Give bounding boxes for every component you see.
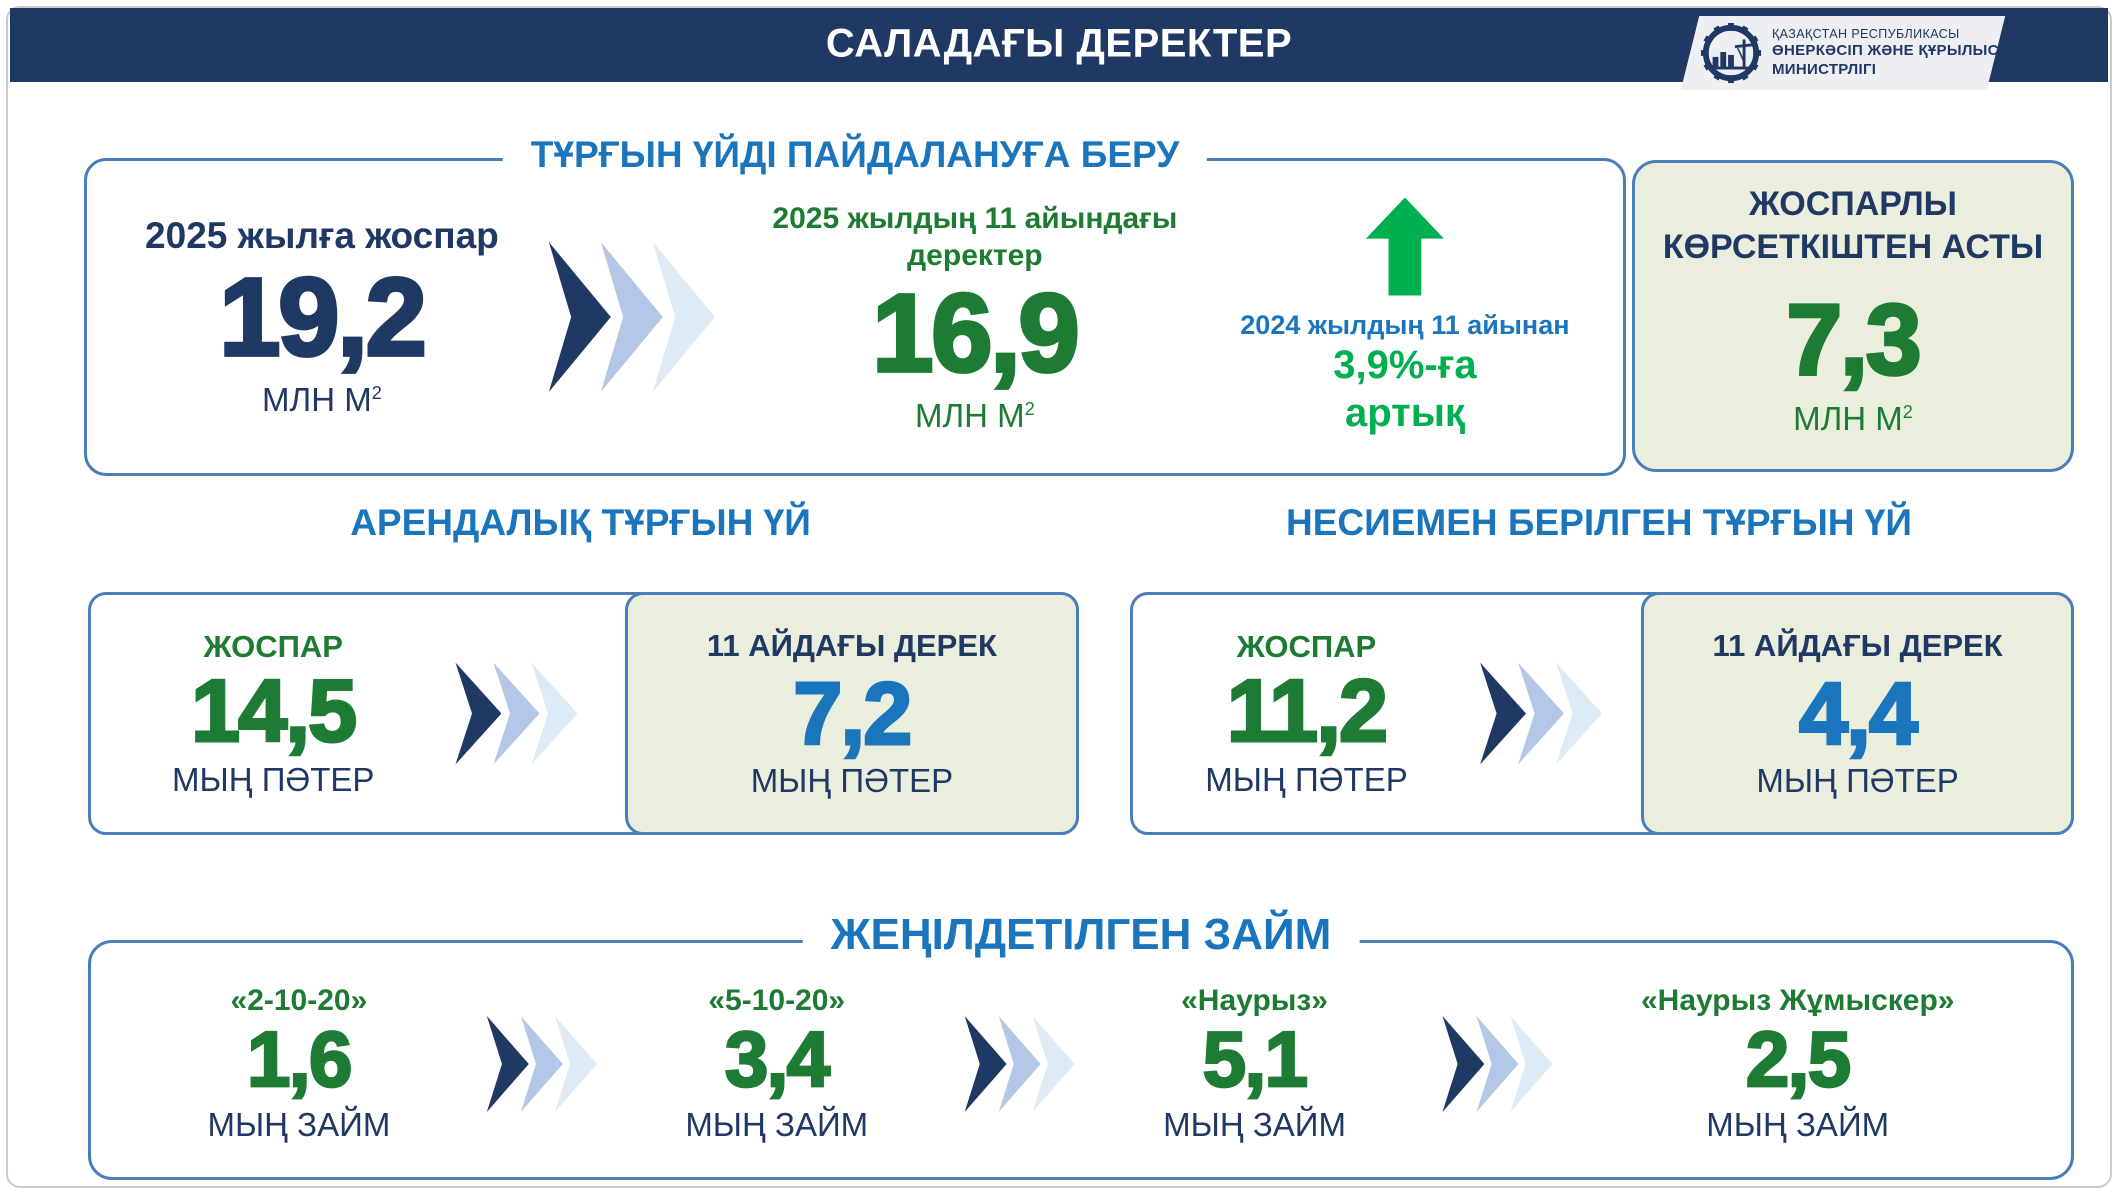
housing-result-unit: МЛН М2	[1793, 400, 1913, 437]
credit-plan-value: 11,2	[1225, 660, 1389, 760]
housing-fact-label: 2025 жылдың 11 айындағы деректер	[772, 201, 1178, 273]
housing-result-card: ЖОСПАРЛЫ КӨРСЕТКІШТЕН АСТЫ 7,3 МЛН М2	[1632, 160, 2074, 472]
loan-stat: «Наурыз Жұмыскер» 2,5 МЫҢ ЗАЙМ	[1641, 984, 1955, 1144]
chevron-arrow-icon	[548, 242, 715, 392]
rental-card: ЖОСПАР 14,5 МЫҢ ПӘТЕР 11 АЙДАҒЫ ДЕРЕК 7,…	[88, 592, 1079, 835]
housing-result-value: 7,3	[1785, 284, 1924, 396]
ministry-name: ҚАЗАҚСТАН РЕСПУБЛИКАСЫ ӨНЕРКӘСІП ЖӘНЕ ҚҰ…	[1772, 27, 1999, 79]
housing-plan-value: 19,2	[217, 256, 428, 379]
loan-unit: МЫҢ ЗАЙМ	[207, 1106, 391, 1143]
chevron-arrow-icon	[1480, 662, 1603, 765]
rental-fact-box: 11 АЙДАҒЫ ДЕРЕК 7,2 МЫҢ ПӘТЕР	[624, 592, 1079, 835]
loan-unit: МЫҢ ЗАЙМ	[685, 1106, 869, 1143]
loan-unit: МЫҢ ЗАЙМ	[1706, 1106, 1890, 1143]
loan-value: 1,6	[246, 1015, 354, 1103]
chevron-arrow-icon	[964, 1016, 1075, 1112]
housing-plan-unit: МЛН М2	[262, 381, 382, 418]
ministry-name-line2: ӨНЕРКӘСІП ЖӘНЕ ҚҰРЫЛЫС	[1772, 42, 1999, 60]
credit-plan-label: ЖОСПАР	[1236, 628, 1377, 664]
loan-stat: «5-10-20» 3,4 МЫҢ ЗАЙМ	[685, 984, 868, 1144]
loan-label: «Наурыз Жұмыскер»	[1640, 984, 1955, 1017]
credit-plan-stat: ЖОСПАР 11,2 МЫҢ ПӘТЕР	[1133, 629, 1480, 799]
chevron-arrow-icon	[455, 662, 578, 765]
housing-growth-amount: 3,9%-ға артық	[1333, 342, 1477, 435]
chevron-dark	[1442, 1016, 1485, 1112]
page-title: САЛАДАҒЫ ДЕРЕКТЕР	[825, 21, 1293, 66]
rental-fact-label: 11 АЙДАҒЫ ДЕРЕК	[706, 627, 997, 663]
chevron-arrow-icon	[1442, 1016, 1553, 1112]
credit-card: ЖОСПАР 11,2 МЫҢ ПӘТЕР 11 АЙДАҒЫ ДЕРЕК 4,…	[1130, 592, 2074, 835]
housing-plan-label: 2025 жылға жоспар	[145, 215, 499, 256]
loan-label: «5-10-20»	[708, 984, 846, 1017]
ministry-emblem-icon	[1700, 22, 1762, 84]
header-bar: САЛАДАҒЫ ДЕРЕКТЕР	[10, 8, 2108, 90]
housing-fact-value: 16,9	[870, 271, 1081, 395]
housing-result-title: ЖОСПАРЛЫ КӨРСЕТКІШТЕН АСТЫ	[1662, 185, 2044, 266]
loan-unit: МЫҢ ЗАЙМ	[1163, 1106, 1346, 1143]
housing-section-title: ТҰРҒЫН ҮЙДІ ПАЙДАЛАНУҒА БЕРУ	[502, 134, 1208, 176]
chevron-dark	[548, 242, 611, 392]
rental-plan-stat: ЖОСПАР 14,5 МЫҢ ПӘТЕР	[91, 629, 455, 799]
loan-stat: «Наурыз» 5,1 МЫҢ ЗАЙМ	[1163, 984, 1346, 1144]
loan-value: 2,5	[1744, 1015, 1852, 1103]
credit-fact-unit: МЫҢ ПӘТЕР	[1756, 761, 1959, 799]
rental-fact-value: 7,2	[792, 663, 914, 763]
loan-label: «Наурыз»	[1181, 984, 1328, 1017]
credit-section-title: НЕСИЕМЕН БЕРІЛГЕН ТҰРҒЫН ҮЙ	[1286, 502, 1912, 543]
rental-plan-unit: МЫҢ ПӘТЕР	[172, 760, 375, 798]
housing-plan-stat: 2025 жылға жоспар 19,2 МЛН М2	[145, 215, 499, 419]
credit-fact-box: 11 АЙДАҒЫ ДЕРЕК 4,4 МЫҢ ПӘТЕР	[1641, 592, 2074, 835]
loan-label: «2-10-20»	[230, 984, 368, 1017]
housing-growth-reference: 2024 жылдың 11 айынан	[1240, 309, 1570, 340]
housing-growth-block: 2024 жылдың 11 айынан 3,9%-ға артық	[1240, 197, 1570, 437]
chevron-dark	[964, 1016, 1007, 1112]
loans-section-box: ЖЕҢІЛДЕТІЛГЕН ЗАЙМ «2-10-20» 1,6 МЫҢ ЗАЙ…	[88, 910, 2074, 1180]
up-arrow-icon	[1365, 197, 1444, 296]
credit-plan-unit: МЫҢ ПӘТЕР	[1205, 760, 1408, 798]
chevron-dark	[486, 1016, 529, 1112]
rental-fact-unit: МЫҢ ПӘТЕР	[750, 761, 954, 799]
loan-value: 3,4	[723, 1015, 831, 1103]
chevron-dark	[455, 662, 502, 765]
chevron-dark	[1480, 662, 1527, 765]
credit-fact-label: 11 АЙДАҒЫ ДЕРЕК	[1712, 627, 2003, 663]
rental-section-title: АРЕНДАЛЫҚ ТҰРҒЫН ҮЙ	[350, 502, 811, 543]
housing-section-box: ТҰРҒЫН ҮЙДІ ПАЙДАЛАНУҒА БЕРУ 2025 жылға …	[84, 134, 1626, 476]
loan-stat: «2-10-20» 1,6 МЫҢ ЗАЙМ	[207, 984, 390, 1144]
loans-section-title: ЖЕҢІЛДЕТІЛГЕН ЗАЙМ	[802, 910, 1360, 960]
ministry-logo: ҚАЗАҚСТАН РЕСПУБЛИКАСЫ ӨНЕРКӘСІП ЖӘНЕ ҚҰ…	[1680, 16, 2006, 90]
housing-fact-unit: МЛН М2	[915, 396, 1035, 434]
rental-plan-value: 14,5	[190, 660, 359, 760]
rental-plan-label: ЖОСПАР	[203, 628, 343, 664]
credit-fact-value: 4,4	[1798, 663, 1920, 763]
loan-value: 5,1	[1201, 1015, 1309, 1103]
chevron-arrow-icon	[486, 1016, 597, 1112]
ministry-name-line3: МИНИСТРЛІГІ	[1772, 60, 1877, 78]
housing-fact-stat: 2025 жылдың 11 айындағы деректер 16,9 МЛ…	[755, 200, 1195, 435]
ministry-name-line1: ҚАЗАҚСТАН РЕСПУБЛИКАСЫ	[1772, 27, 1960, 42]
